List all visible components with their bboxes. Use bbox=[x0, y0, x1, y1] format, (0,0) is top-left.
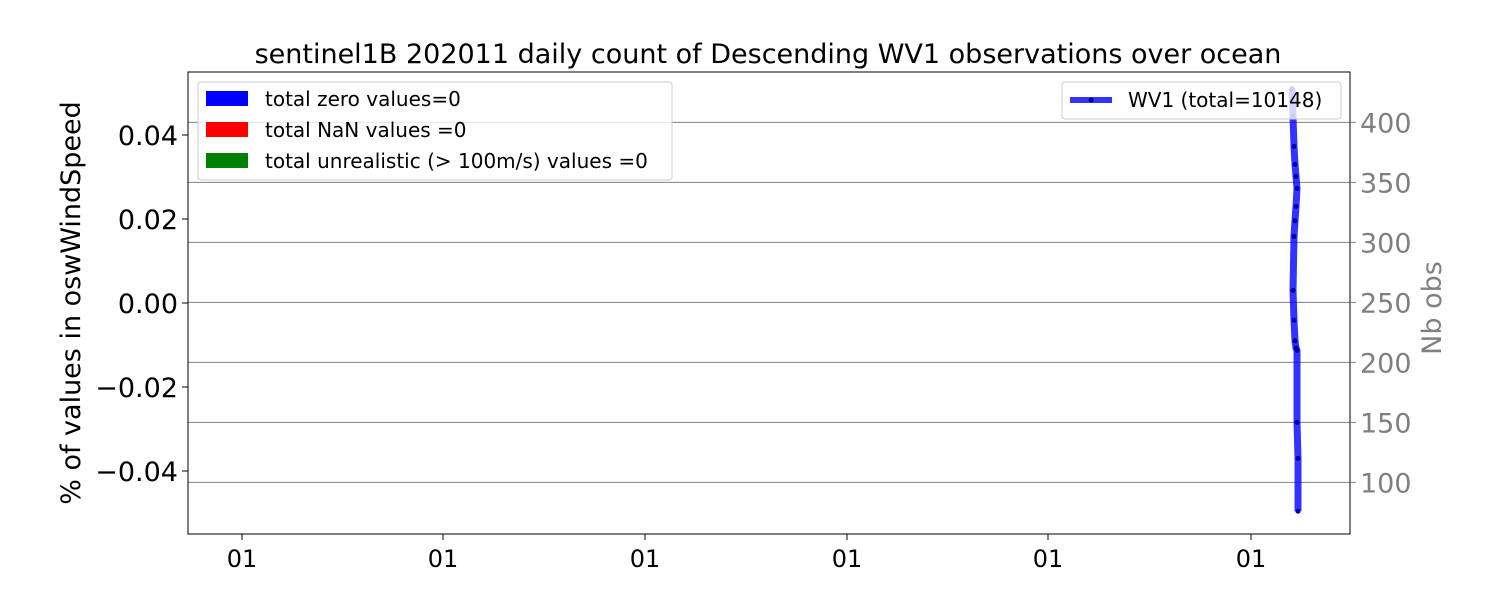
line-legend-box bbox=[1061, 81, 1342, 120]
bar-legend: total zero values=0 total NaN values =0 to… bbox=[197, 81, 673, 181]
series-point bbox=[1295, 455, 1301, 461]
series-point bbox=[1295, 508, 1301, 514]
series-point bbox=[1294, 419, 1300, 425]
right-tick-label: 200 bbox=[1360, 348, 1412, 379]
x-tick-label: 01 bbox=[428, 545, 459, 573]
line-legend: WV1 (total=10148) bbox=[1061, 81, 1342, 120]
series-point bbox=[1290, 287, 1296, 293]
bar-legend-label: total zero values=0 bbox=[265, 87, 461, 111]
bar-legend-label: total NaN values =0 bbox=[265, 118, 467, 142]
bar-legend-swatch bbox=[206, 153, 248, 168]
series-point bbox=[1291, 317, 1297, 323]
chart-title: sentinel1B 202011 daily count of Descend… bbox=[255, 39, 1282, 70]
left-y-axis: 0.04 0.02 0.00 −0.02 −0.04 bbox=[95, 121, 188, 488]
line-legend-label: WV1 (total=10148) bbox=[1128, 88, 1322, 112]
series-point bbox=[1292, 338, 1298, 344]
x-tick-label: 01 bbox=[227, 545, 258, 573]
left-y-axis-label: % of values in oswWindSpeed bbox=[56, 101, 87, 505]
right-tick-label: 150 bbox=[1360, 408, 1412, 439]
series-point bbox=[1292, 218, 1298, 224]
series-point bbox=[1294, 185, 1300, 191]
line-legend-marker bbox=[1088, 97, 1094, 103]
left-tick-label: 0.04 bbox=[118, 121, 178, 152]
series-point bbox=[1291, 143, 1297, 149]
left-tick-label: 0.02 bbox=[118, 205, 178, 236]
bar-legend-swatch bbox=[206, 91, 248, 106]
right-y-axis-label: Nb obs bbox=[1417, 261, 1448, 355]
x-tick-label: 01 bbox=[1236, 545, 1267, 573]
series-line bbox=[1288, 88, 1302, 512]
right-tick-label: 400 bbox=[1360, 108, 1412, 139]
bar-legend-label: total unrealistic (> 100m/s) values =0 bbox=[265, 149, 648, 173]
right-y-axis: 100 150 200 250 300 350 400 bbox=[1350, 108, 1412, 499]
right-tick-label: 100 bbox=[1360, 468, 1412, 499]
right-tick-label: 300 bbox=[1360, 228, 1412, 259]
left-tick-label: 0.00 bbox=[118, 289, 178, 320]
x-tick-label: 01 bbox=[630, 545, 661, 573]
series-point bbox=[1293, 203, 1299, 209]
left-tick-label: −0.04 bbox=[95, 457, 178, 488]
left-tick-label: −0.02 bbox=[95, 373, 178, 404]
series-wv1 bbox=[1288, 86, 1302, 514]
x-axis: 01 01 01 01 01 01 bbox=[227, 534, 1267, 573]
series-point bbox=[1293, 173, 1299, 179]
right-tick-label: 250 bbox=[1360, 288, 1412, 319]
series-point bbox=[1291, 233, 1297, 239]
right-tick-label: 350 bbox=[1360, 168, 1412, 199]
bar-legend-swatch bbox=[206, 122, 248, 137]
series-point bbox=[1294, 347, 1300, 353]
bar-legend-box bbox=[197, 81, 673, 181]
x-tick-label: 01 bbox=[1033, 545, 1064, 573]
series-point bbox=[1292, 161, 1298, 167]
x-tick-label: 01 bbox=[832, 545, 863, 573]
